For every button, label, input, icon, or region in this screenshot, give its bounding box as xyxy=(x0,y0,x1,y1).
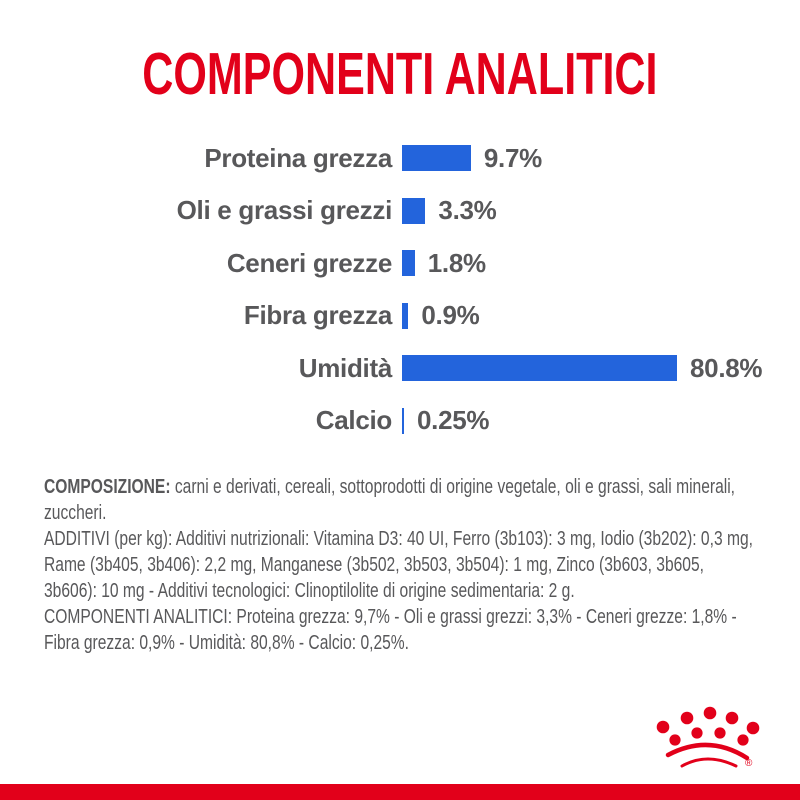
bar-value: 1.8% xyxy=(427,247,486,278)
ingredients-text-block: COMPOSIZIONE: carni e derivati, cereali,… xyxy=(44,474,755,656)
chart-row: Calcio 0.25% xyxy=(0,395,800,448)
bar xyxy=(402,145,471,172)
bar-label: Calcio xyxy=(315,405,393,436)
analytical-components-paragraph: COMPONENTI ANALITICI: Proteina grezza: 9… xyxy=(44,606,737,654)
crown-arcs xyxy=(665,742,750,768)
analytical-components-chart: Proteina grezza 9.7% Oli e grassi grezzi 3.… xyxy=(0,132,800,447)
crown-dots xyxy=(656,706,760,746)
bar-value: 0.25% xyxy=(417,405,490,436)
bar-label: Umidità xyxy=(298,352,393,383)
bar-label: Proteina grezza xyxy=(204,142,392,173)
bar-value: 9.7% xyxy=(483,142,542,173)
page-title: COMPONENTI ANALITICI xyxy=(142,41,658,107)
royal-canin-crown-logo: ® xyxy=(656,706,760,769)
composition-label: COMPOSIZIONE: xyxy=(44,476,171,498)
bar-label: Fibra grezza xyxy=(243,300,392,331)
bar-label: Oli e grassi grezzi xyxy=(176,195,393,226)
bar-value: 3.3% xyxy=(438,195,497,226)
bar xyxy=(402,250,415,277)
bar-value: 80.8% xyxy=(690,352,763,383)
bar xyxy=(402,197,426,224)
bar xyxy=(402,355,677,382)
page-title-wrap: COMPONENTI ANALITICI xyxy=(0,41,800,107)
chart-row: Fibra grezza 0.9% xyxy=(0,290,800,343)
chart-row: Ceneri grezze 1.8% xyxy=(0,237,800,290)
bar xyxy=(402,407,404,434)
chart-row: Umidità 80.8% xyxy=(0,342,800,395)
bar-value: 0.9% xyxy=(421,300,480,331)
chart-row: Oli e grassi grezzi 3.3% xyxy=(0,185,800,238)
composition-paragraph: COMPOSIZIONE: carni e derivati, cereali,… xyxy=(44,474,755,526)
additives-paragraph: ADDITIVI (per kg): Additivi nutrizionali… xyxy=(44,528,753,602)
registered-trademark-icon: ® xyxy=(745,758,753,769)
composition-text: carni e derivati, cereali, sottoprodotti… xyxy=(44,476,736,524)
bar-label: Ceneri grezze xyxy=(226,247,392,278)
footer-red-strip xyxy=(0,784,800,800)
bar xyxy=(402,302,409,329)
chart-row: Proteina grezza 9.7% xyxy=(0,132,800,185)
